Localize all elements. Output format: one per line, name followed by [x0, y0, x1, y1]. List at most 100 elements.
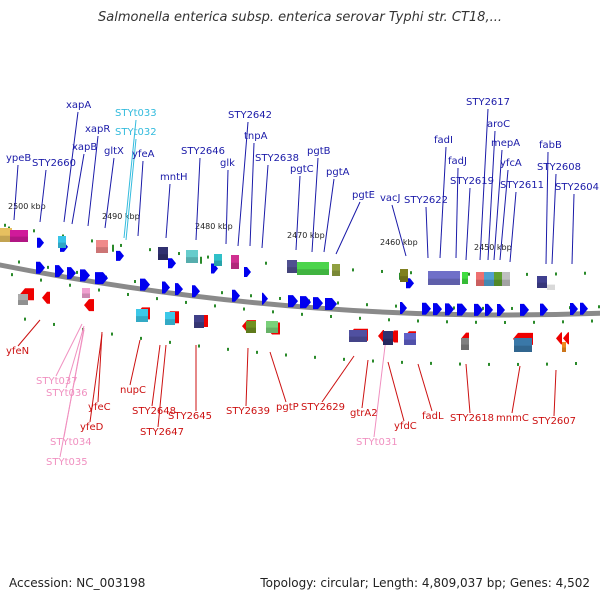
- forward-gene-arrow: [37, 237, 44, 248]
- gene-label-yfeN: yfeN: [6, 346, 29, 357]
- leader-line: [269, 351, 287, 403]
- forward-gene-arrow: [140, 278, 150, 291]
- gene-labels: ypeB STY2660 xapA xapB xapR gltX STYt033 STYt03…: [6, 97, 599, 468]
- annotation-block-shade: [158, 254, 168, 260]
- scale-tick: [91, 239, 93, 243]
- annotation-block-color: [186, 250, 198, 263]
- leader-line: [479, 108, 489, 261]
- leader-line: [39, 169, 47, 223]
- leader-line: [311, 157, 319, 253]
- forward-gene-arrow: [422, 302, 431, 315]
- gene-label-STYt035: STYt035: [46, 457, 88, 468]
- leader-line: [373, 337, 387, 438]
- gene-label-yfeA: yfeA: [132, 149, 155, 160]
- annotation-block-color: [562, 342, 566, 352]
- annotation-block-shade: [136, 316, 148, 322]
- annotation-block: [400, 269, 408, 282]
- leader-line: [551, 173, 557, 265]
- scale-tick: [227, 347, 229, 351]
- annotation-block-color: [383, 331, 393, 345]
- scale-tick: [591, 319, 593, 323]
- leader-line: [123, 119, 137, 239]
- scale-tick: [359, 316, 361, 320]
- scale-tick: [285, 353, 287, 357]
- leader-line: [509, 191, 517, 263]
- scale-label: 2450 kbp: [474, 243, 512, 252]
- scale-tick: [24, 317, 26, 321]
- leader-line: [417, 363, 433, 412]
- annotation-block: [537, 276, 547, 288]
- annotation-block-shade: [82, 293, 90, 298]
- annotation-block-shade: [287, 267, 297, 273]
- gene-label-yfdC: yfdC: [394, 421, 417, 432]
- scale-tick: [395, 304, 397, 308]
- annotation-block: [404, 333, 416, 345]
- scale-tick: [459, 362, 461, 366]
- annotation-block: [231, 255, 239, 269]
- annotation-block: [484, 272, 494, 286]
- leader-line: [295, 175, 301, 251]
- scale-tick: [526, 272, 528, 276]
- leader-line: [65, 325, 85, 389]
- scale-tick: [250, 294, 252, 298]
- gene-label-vacJ: vacJ: [380, 193, 401, 204]
- forward-gene-arrow: [175, 283, 183, 296]
- gene-features: [0, 228, 588, 352]
- gene-label-STY2646: STY2646: [181, 146, 225, 157]
- scale-tick: [546, 362, 548, 366]
- gene-label-STY2604: STY2604: [555, 182, 599, 193]
- forward-gene-arrow: [36, 261, 45, 274]
- forward-gene-arrow: [262, 292, 268, 305]
- reverse-gene-arrow: [378, 329, 384, 342]
- gene-label-fadJ: fadJ: [448, 156, 467, 167]
- gene-label-STY2642: STY2642: [228, 110, 272, 121]
- leader-line: [493, 149, 503, 261]
- annotation-block: [214, 254, 222, 266]
- forward-gene-arrow: [580, 302, 588, 315]
- annotation-block-shade: [562, 347, 566, 352]
- annotation-block: [58, 236, 66, 248]
- annotation-block: [82, 288, 90, 298]
- leader-line: [249, 142, 255, 247]
- annotation-block-shade: [514, 345, 532, 352]
- scale-tick: [98, 288, 100, 292]
- annotation-block-color: [502, 272, 510, 286]
- scale-tick: [410, 271, 412, 275]
- scale-tick: [388, 318, 390, 322]
- scale-tick: [40, 278, 42, 282]
- annotation-block: [165, 312, 175, 325]
- forward-gene-arrow: [474, 303, 483, 316]
- annotation-block-color: [428, 271, 460, 285]
- forward-gene-arrow: [55, 265, 64, 278]
- annotation-block-color: [96, 240, 108, 253]
- annotation-block-shade: [476, 279, 484, 286]
- leader-line: [165, 183, 171, 239]
- leader-line: [465, 187, 471, 261]
- scale-tick: [279, 296, 281, 300]
- scale-tick: [265, 261, 267, 265]
- gene-label-STYt036: STYt036: [46, 388, 88, 399]
- scale-tick: [120, 243, 122, 247]
- gene-label-mnmC: mnmC: [496, 413, 529, 424]
- leader-line: [87, 135, 99, 227]
- gene-label-STYt034: STYt034: [50, 437, 92, 448]
- annotation-block-shade: [383, 338, 393, 345]
- gene-label-tnpA: tnpA: [244, 131, 268, 142]
- scale-tick: [372, 359, 374, 363]
- scale-tick: [417, 319, 419, 323]
- reverse-gene-arrow: [563, 332, 569, 345]
- leader-line: [439, 146, 447, 259]
- annotation-block-color: [287, 260, 297, 273]
- annotation-block-shade: [194, 322, 204, 328]
- scale-tick: [468, 272, 470, 276]
- gene-label-STY2638: STY2638: [255, 153, 299, 164]
- gene-label-STY2645: STY2645: [168, 411, 212, 422]
- annotation-block: [158, 247, 168, 260]
- gene-label-aroC: aroC: [487, 119, 510, 130]
- scale-tick: [178, 252, 180, 256]
- reverse-gene-arrow: [389, 330, 398, 343]
- leader-line: [261, 164, 269, 249]
- forward-gene-arrow: [162, 281, 170, 294]
- gene-label-STY2607: STY2607: [532, 416, 576, 427]
- gene-label-STY2660: STY2660: [32, 158, 76, 169]
